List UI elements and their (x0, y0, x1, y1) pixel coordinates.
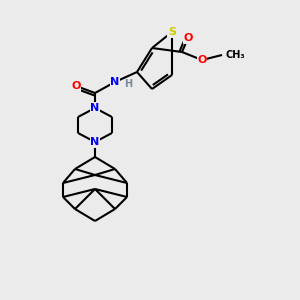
Text: O: O (183, 33, 193, 43)
Text: N: N (90, 137, 100, 147)
Text: CH₃: CH₃ (225, 50, 244, 60)
Text: N: N (110, 77, 120, 87)
Text: N: N (90, 103, 100, 113)
Text: O: O (71, 81, 81, 91)
Text: S: S (168, 27, 176, 37)
Text: H: H (124, 79, 132, 89)
Text: O: O (197, 55, 207, 65)
